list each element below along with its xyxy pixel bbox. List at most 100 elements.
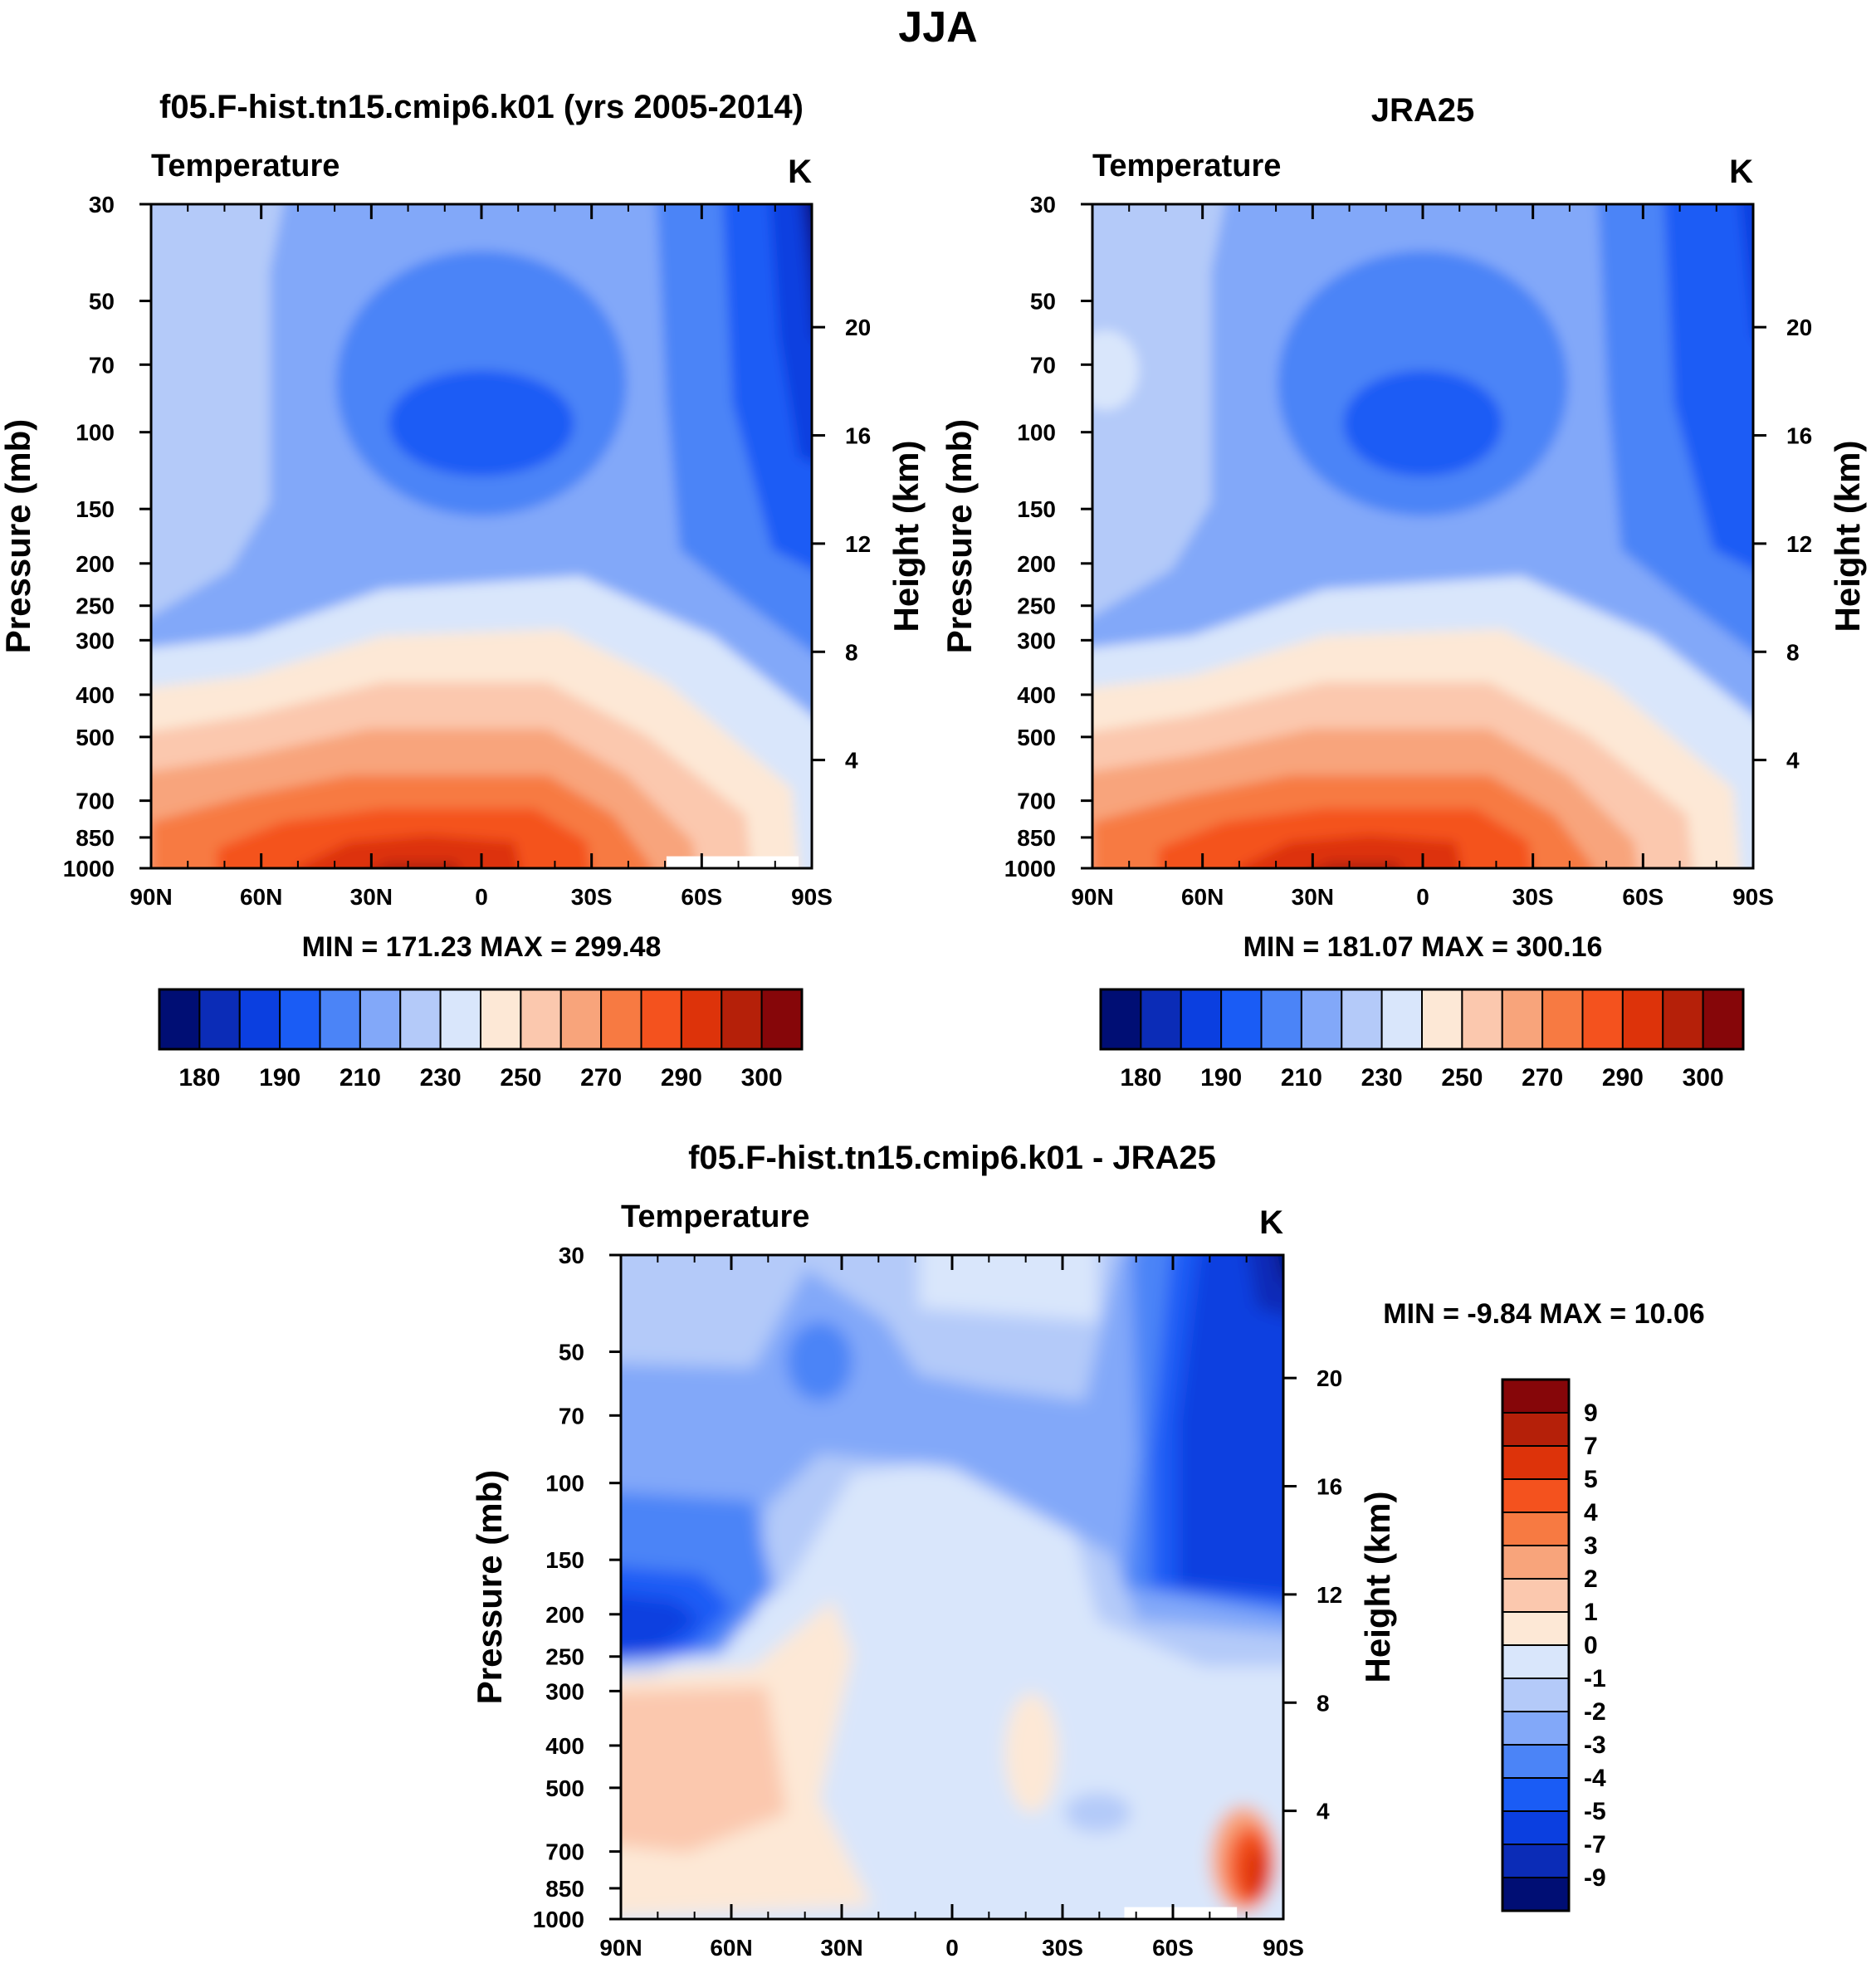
contour-band bbox=[1092, 330, 1139, 410]
colorbar-box bbox=[1502, 1810, 1570, 1845]
y-tick-label: 150 bbox=[545, 1547, 584, 1573]
y2-tick-label: 8 bbox=[1317, 1690, 1330, 1716]
colorbar-box bbox=[1702, 989, 1744, 1050]
y-tick-label: 850 bbox=[545, 1876, 584, 1902]
contour-band bbox=[296, 835, 520, 868]
colorbar-box bbox=[1502, 1777, 1570, 1812]
y-tick-label: 300 bbox=[545, 1678, 584, 1704]
y-tick-label: 50 bbox=[559, 1340, 584, 1365]
y-tick-label: 700 bbox=[545, 1839, 584, 1865]
panel-model-minmax: MIN = 171.23 MAX = 299.48 bbox=[302, 931, 662, 963]
y2-tick-label: 8 bbox=[1786, 639, 1800, 665]
y-tick-label: 70 bbox=[1030, 352, 1056, 378]
y2-tick-label: 12 bbox=[845, 531, 871, 557]
colorbar-label: 7 bbox=[1584, 1433, 1598, 1460]
colorbar-label: 290 bbox=[661, 1064, 702, 1092]
colorbar-label: 300 bbox=[741, 1064, 783, 1092]
colorbar-box bbox=[279, 989, 321, 1050]
x-tick-label: 30N bbox=[350, 884, 393, 910]
contour-band bbox=[1092, 204, 1225, 617]
colorbar-label: 9 bbox=[1584, 1399, 1598, 1427]
y-tick-label: 700 bbox=[1017, 789, 1056, 814]
colorbar-box bbox=[559, 989, 603, 1050]
colorbar-box bbox=[1502, 1545, 1570, 1580]
colorbar-label: 0 bbox=[1584, 1632, 1598, 1659]
colorbar-label: 5 bbox=[1584, 1466, 1598, 1493]
colorbar-label: 190 bbox=[1200, 1064, 1242, 1092]
y2-tick-label: 12 bbox=[1317, 1582, 1342, 1608]
colorbar-box bbox=[680, 989, 723, 1050]
x-tick-label: 60S bbox=[1622, 884, 1663, 910]
y-tick-label: 200 bbox=[1017, 551, 1056, 577]
panel-model: f05.F-hist.tn15.cmip6.k01 (yrs 2005-2014… bbox=[0, 89, 926, 1092]
colorbar-label: 290 bbox=[1602, 1064, 1644, 1092]
y-tick-label: 250 bbox=[1017, 593, 1056, 619]
y2-tick-label: 4 bbox=[1786, 748, 1800, 774]
panel-diff-field bbox=[621, 1255, 1283, 1919]
panel-model-axes: 90N 60N 30N 0 30S 60S 90S 30 50 70 100 150 200 250 300… bbox=[63, 192, 871, 910]
panel-model-colorbar: 180 190 210 230 250 270 290 300 bbox=[158, 988, 804, 1092]
panel-diff-units: K bbox=[1259, 1204, 1283, 1241]
y-tick-label: 200 bbox=[76, 551, 115, 577]
panel-obs-y2label: Height (km) bbox=[1828, 441, 1867, 632]
panel-obs-units: K bbox=[1729, 154, 1753, 190]
contour-band bbox=[1243, 1846, 1271, 1899]
colorbar-frame bbox=[1099, 988, 1745, 1051]
contour-band bbox=[388, 370, 574, 476]
y-tick-label: 70 bbox=[89, 352, 115, 378]
panel-diff-ylabel: Pressure (mb) bbox=[470, 1470, 509, 1704]
panel-obs-ylabel: Pressure (mb) bbox=[940, 419, 979, 653]
colorbar-box bbox=[1100, 989, 1142, 1050]
colorbar-label: 230 bbox=[420, 1064, 462, 1092]
colorbar-label: -5 bbox=[1584, 1798, 1606, 1825]
colorbar-label: 2 bbox=[1584, 1565, 1598, 1593]
colorbar-box bbox=[439, 989, 481, 1050]
colorbar-box bbox=[600, 989, 642, 1050]
colorbar-label: 3 bbox=[1584, 1532, 1598, 1560]
x-tick-label: 30N bbox=[820, 1935, 862, 1961]
y2-tick-label: 4 bbox=[1317, 1799, 1330, 1824]
y-tick-label: 50 bbox=[89, 289, 115, 315]
colorbar-box bbox=[1502, 1445, 1570, 1480]
colorbar-label: 180 bbox=[1120, 1064, 1161, 1092]
x-tick-label: 90N bbox=[1071, 884, 1113, 910]
contour-band bbox=[1004, 1693, 1058, 1813]
x-tick-label: 60N bbox=[1181, 884, 1224, 910]
colorbar-box bbox=[359, 989, 402, 1050]
y-tick-label: 300 bbox=[76, 628, 115, 653]
y-tick-label: 300 bbox=[1017, 628, 1056, 653]
colorbar-frame bbox=[158, 988, 804, 1051]
panel-diff: f05.F-hist.tn15.cmip6.k01 - JRA25 Temper… bbox=[470, 1140, 1705, 1961]
panel-diff-left-label: Temperature bbox=[621, 1199, 809, 1234]
y2-tick-label: 16 bbox=[1317, 1474, 1342, 1500]
x-tick-label: 60N bbox=[240, 884, 282, 910]
y-tick-label: 30 bbox=[1030, 192, 1056, 217]
panel-model-units: K bbox=[788, 154, 812, 190]
colorbar-frame bbox=[1501, 1378, 1571, 1912]
contour-band bbox=[1158, 808, 1532, 868]
y-tick-label: 1000 bbox=[63, 856, 115, 882]
colorbar-label: 300 bbox=[1683, 1064, 1724, 1092]
x-tick-label: 30S bbox=[1512, 884, 1554, 910]
colorbar-box bbox=[1380, 989, 1423, 1050]
colorbar-box bbox=[1341, 989, 1383, 1050]
contour-band bbox=[1238, 835, 1462, 868]
colorbar-label: 270 bbox=[1522, 1064, 1563, 1092]
colorbar-label: 190 bbox=[259, 1064, 300, 1092]
contour-band bbox=[375, 862, 459, 868]
colorbar-box bbox=[1220, 989, 1263, 1050]
panel-diff-colorbar: 9 7 5 4 3 2 1 0 -1 -2 -3 -4 -5 -7 -9 bbox=[1501, 1378, 1606, 1912]
x-tick-label: 90N bbox=[599, 1935, 642, 1961]
colorbar-box bbox=[1300, 989, 1343, 1050]
y-tick-label: 70 bbox=[559, 1403, 584, 1429]
figure-title: JJA bbox=[898, 3, 977, 51]
y-tick-label: 500 bbox=[1017, 725, 1056, 750]
colorbar-box bbox=[1662, 989, 1704, 1050]
colorbar-label: 1 bbox=[1584, 1599, 1598, 1626]
contour-band bbox=[1064, 1793, 1131, 1833]
y-tick-label: 850 bbox=[1017, 825, 1056, 851]
x-tick-label: 30S bbox=[1042, 1935, 1083, 1961]
y-tick-label: 150 bbox=[76, 496, 115, 522]
contour-band bbox=[786, 1321, 853, 1401]
